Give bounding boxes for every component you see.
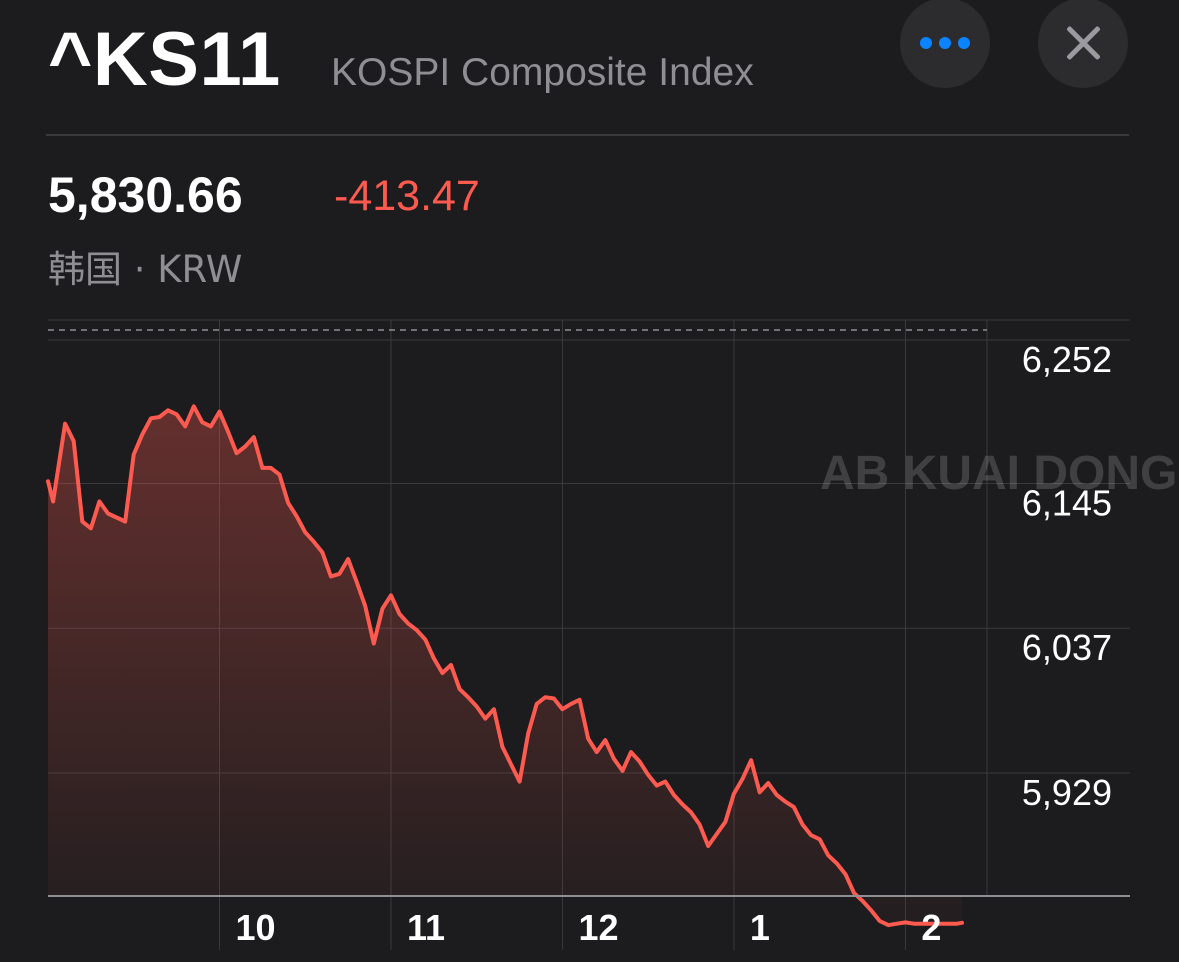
current-price: 5,830.66 bbox=[48, 167, 243, 223]
x-tick-label: 11 bbox=[407, 907, 445, 948]
index-name: KOSPI Composite Index bbox=[331, 51, 754, 94]
x-tick-label: 12 bbox=[578, 907, 618, 948]
y-tick-label: 6,252 bbox=[1022, 339, 1112, 380]
x-tick-label: 10 bbox=[235, 907, 275, 948]
y-tick-label: 6,037 bbox=[1022, 627, 1112, 668]
y-tick-label: 6,145 bbox=[1022, 482, 1112, 523]
more-options-button[interactable] bbox=[900, 0, 990, 88]
close-icon bbox=[1062, 22, 1104, 64]
price-line bbox=[46, 404, 964, 928]
x-tick-label: 1 bbox=[750, 907, 770, 948]
close-button[interactable] bbox=[1038, 0, 1128, 88]
header-divider bbox=[46, 134, 1129, 136]
x-tick-label: 2 bbox=[921, 907, 941, 948]
price-change: -413.47 bbox=[334, 172, 480, 220]
exchange-currency: 韩国 · KRW bbox=[48, 248, 243, 291]
header: ^KS11 KOSPI Composite Index bbox=[48, 0, 1130, 112]
ellipsis-icon bbox=[920, 37, 970, 49]
price-chart[interactable]: 6,252 6,145 6,037 5,929 10 11 12 1 2 AB KUAI DON… bbox=[0, 300, 1179, 962]
ticker-symbol: ^KS11 bbox=[48, 17, 281, 102]
y-tick-label: 5,929 bbox=[1022, 772, 1112, 813]
